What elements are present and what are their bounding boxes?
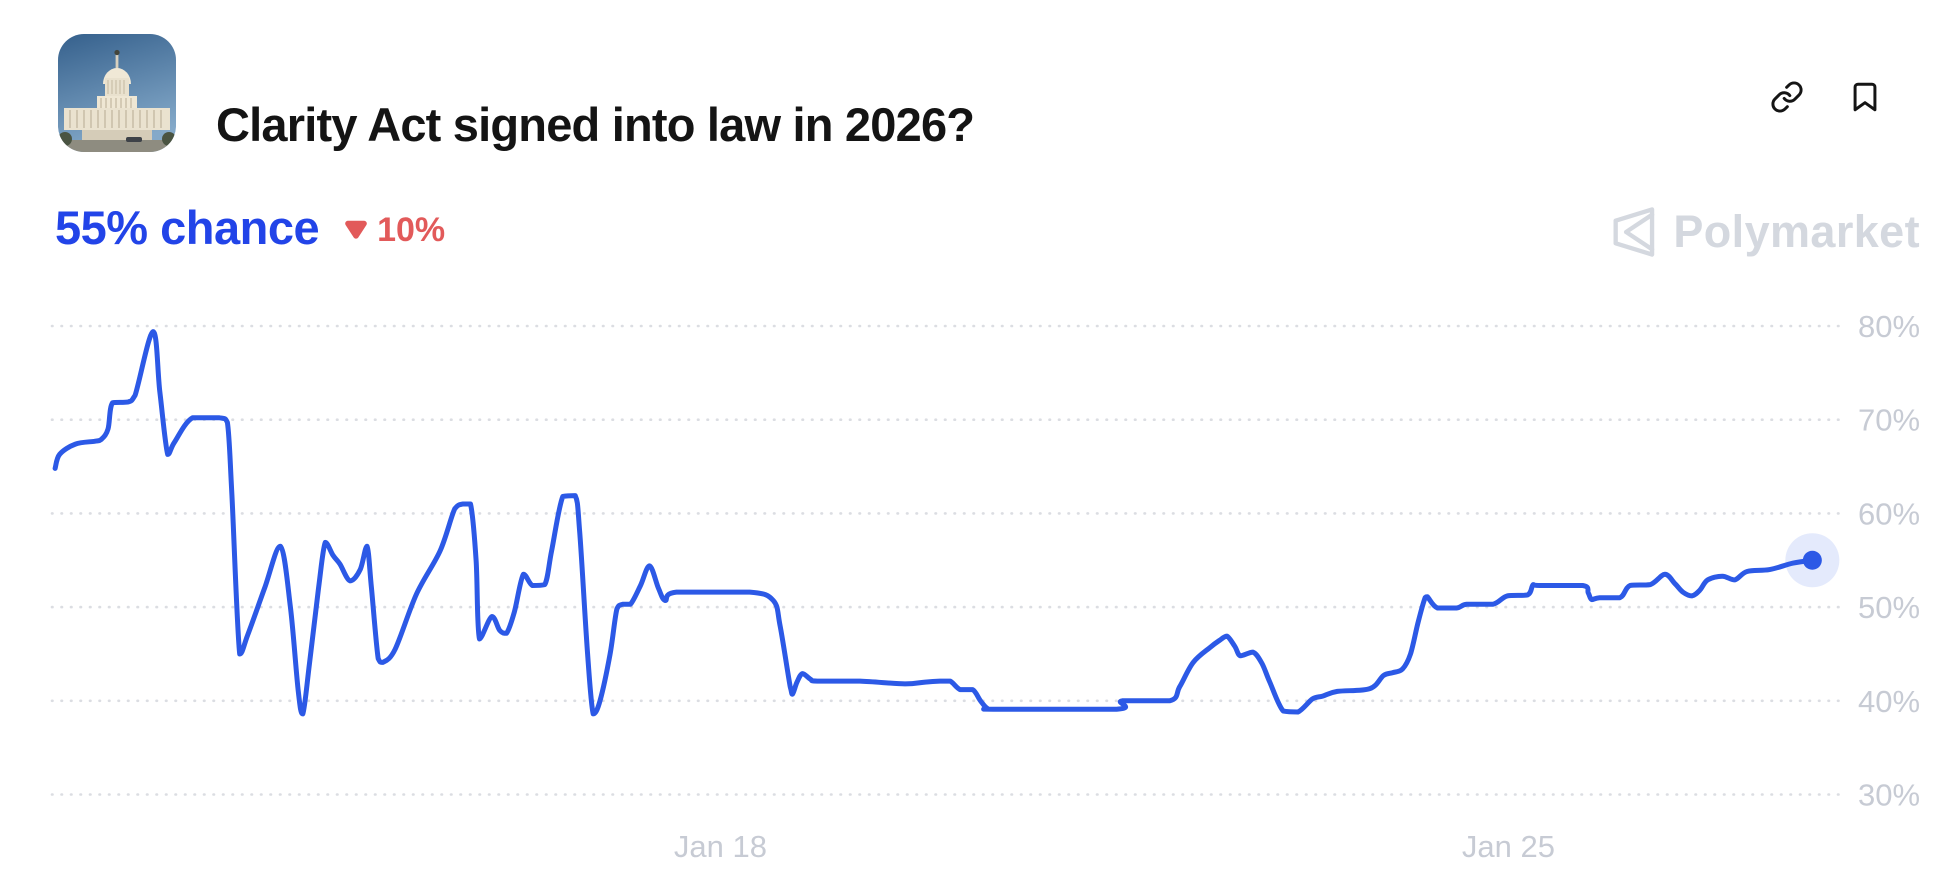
probability-line <box>52 329 1815 717</box>
change-value: 10% <box>377 210 446 249</box>
y-axis-label: 70% <box>1858 403 1920 438</box>
polymarket-logo-icon <box>1613 207 1655 257</box>
change-indicator: 10% <box>343 206 445 250</box>
market-title: Clarity Act signed into law in 2026? <box>216 97 975 151</box>
y-axis-label: 30% <box>1858 778 1920 813</box>
y-axis-label: 60% <box>1858 496 1920 531</box>
chance-text: 55% chance <box>55 201 320 254</box>
bookmark-icon <box>1853 82 1877 112</box>
current-value-dot <box>1802 550 1822 570</box>
link-icon <box>1771 81 1803 113</box>
header-actions <box>1768 78 1884 116</box>
x-axis-label: Jan 18 <box>674 829 767 864</box>
y-axis-label: 40% <box>1858 684 1920 719</box>
triangle-down-icon <box>345 220 367 239</box>
copy-link-button[interactable] <box>1768 78 1806 116</box>
capitol-image <box>58 34 176 152</box>
bookmark-button[interactable] <box>1846 78 1884 116</box>
y-axis-label: 80% <box>1858 309 1920 344</box>
x-axis-label: Jan 25 <box>1462 829 1555 864</box>
watermark-text: Polymarket <box>1673 206 1920 257</box>
y-axis-label: 50% <box>1858 590 1920 625</box>
chance-row: 55% chance 10% <box>55 200 445 255</box>
market-thumbnail <box>58 34 176 152</box>
polymarket-watermark: Polymarket <box>1607 204 1920 260</box>
